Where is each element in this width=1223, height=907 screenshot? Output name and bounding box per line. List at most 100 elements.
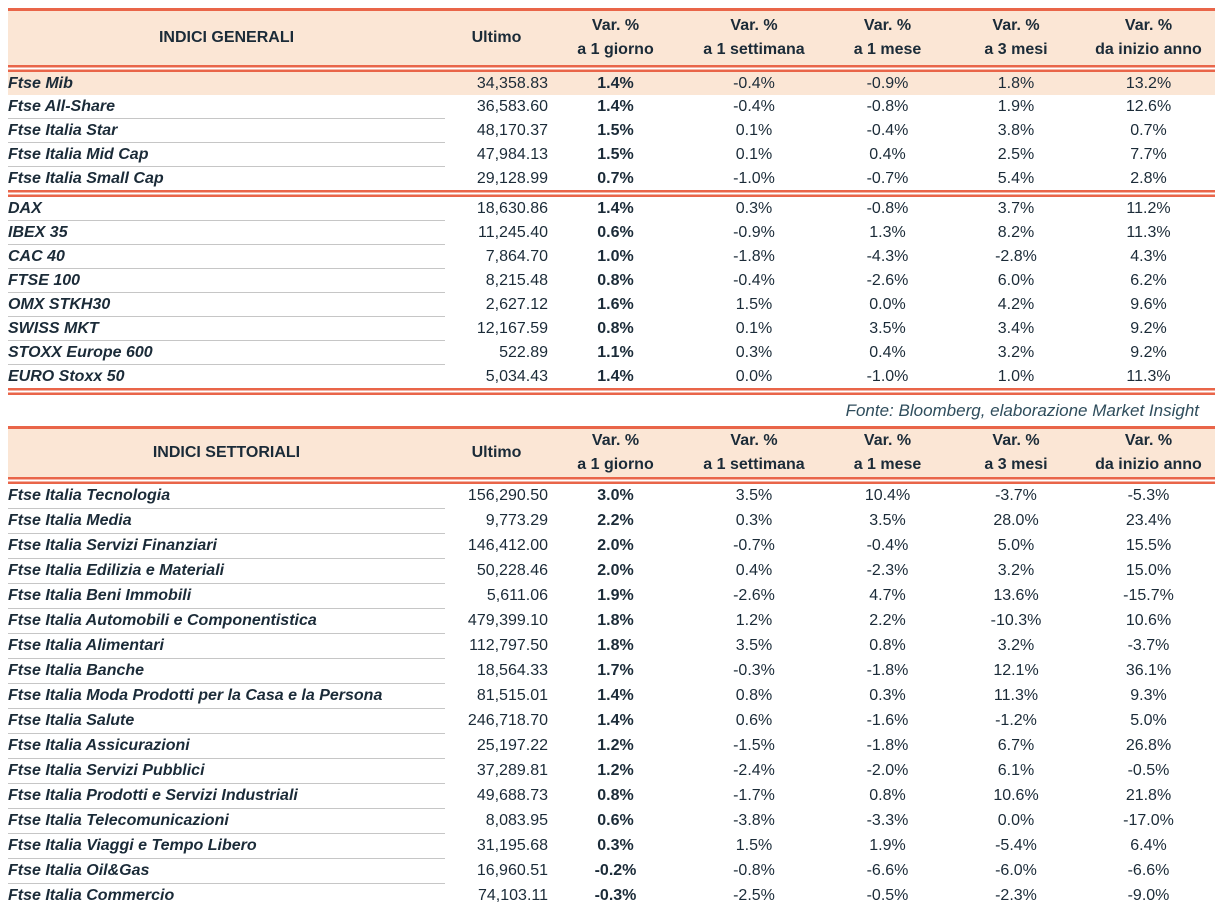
group-divider-rule [8, 388, 1215, 395]
var-1day-cell: 1.4% [597, 98, 634, 116]
var-ytd-cell: 15.0% [1125, 562, 1172, 579]
index-row: Ftse Italia Telecomunicazioni 8,083.95 0.6… [8, 808, 1215, 834]
var-3months-cell: 1.9% [997, 98, 1035, 116]
var-1month-cell: -4.3% [866, 248, 909, 265]
table-title: INDICI SETTORIALI [8, 427, 445, 477]
index-name-cell: Ftse Italia Salute [8, 708, 445, 734]
index-name-cell: OMX STKH30 [8, 292, 445, 317]
var-ytd-cell: 11.3% [1126, 224, 1171, 241]
var-3months-cell: 1.0% [997, 367, 1035, 385]
index-row: STOXX Europe 600 522.89 1.1% 0.3% 0.4% 3.2% 9.… [8, 340, 1215, 365]
var-1month-cell: 10.4% [864, 487, 911, 505]
var-3months-cell: 3.4% [997, 320, 1035, 337]
general-indices-table: INDICI GENERALI Ultimo Var. % a 1 giorno… [8, 8, 1215, 395]
index-name-cell: Ftse Italia Oil&Gas [8, 858, 445, 884]
rule-line [8, 190, 1215, 197]
var-1day-cell: 1.4% [597, 200, 634, 218]
last-value-cell: 479,399.10 [467, 612, 548, 629]
var-3months-cell: 4.2% [997, 296, 1035, 313]
var-1day-cell: 0.6% [597, 812, 634, 829]
var-1week-cell: -1.0% [733, 169, 775, 187]
index-row: Ftse Italia Banche 18,564.33 1.7% -0.3% -1.8… [8, 658, 1215, 684]
var-1day-cell: 0.8% [597, 272, 634, 289]
var-1month-cell: -0.7% [866, 169, 909, 187]
var-3months-cell: 6.7% [997, 737, 1035, 754]
var-3months-cell: -2.8% [995, 248, 1037, 265]
index-row: CAC 40 7,864.70 1.0% -1.8% -4.3% -2.8% 4.3% [8, 244, 1215, 269]
col-header-var-1day: Var. % a 1 giorno [548, 9, 683, 65]
var-1month-cell: -0.4% [866, 537, 909, 554]
var-ytd-cell: -5.3% [1127, 487, 1170, 505]
var-1week-cell: -2.6% [733, 587, 775, 604]
index-name-cell: Ftse Italia Viaggi e Tempo Libero [8, 833, 445, 859]
var-1month-cell: -0.8% [866, 200, 909, 218]
index-row: FTSE 100 8,215.48 0.8% -0.4% -2.6% 6.0% 6.2% [8, 268, 1215, 293]
var-ytd-cell: -6.6% [1127, 862, 1170, 879]
var-1month-cell: -0.8% [866, 98, 909, 116]
period-label: a 3 mesi [984, 41, 1048, 58]
var-1day-cell: 3.0% [597, 487, 634, 505]
var-1day-cell: 1.2% [597, 737, 634, 754]
var-3months-cell: 12.1% [993, 662, 1039, 679]
var-ytd-cell: 11.3% [1126, 367, 1171, 385]
var-1day-cell: 1.8% [597, 637, 634, 654]
var-1week-cell: 0.3% [735, 200, 773, 218]
col-header-var-3months: Var. % a 3 mesi [950, 9, 1082, 65]
last-value-cell: 5,611.06 [486, 587, 548, 604]
var-1week-cell: -0.7% [733, 537, 775, 554]
last-value-cell: 156,290.50 [467, 487, 548, 505]
index-row: OMX STKH30 2,627.12 1.6% 1.5% 0.0% 4.2% 9.6% [8, 292, 1215, 317]
index-name-cell: Ftse Italia Moda Prodotti per la Casa e … [8, 683, 445, 709]
index-name-cell: SWISS MKT [8, 316, 445, 341]
index-row: Ftse Italia Tecnologia 156,290.50 3.0% 3.5%… [8, 484, 1215, 509]
var-3months-cell: 2.5% [997, 146, 1035, 163]
period-label: a 1 mese [853, 456, 922, 473]
header-row: INDICI SETTORIALI Ultimo Var. % a 1 gior… [8, 427, 1215, 477]
period-label: a 1 settimana [703, 456, 805, 473]
var-3months-cell: -3.7% [995, 487, 1037, 505]
var-label: Var. % [730, 432, 778, 449]
last-value-cell: 34,358.83 [445, 72, 548, 95]
index-row: Ftse Italia Servizi Pubblici 37,289.81 1.2… [8, 758, 1215, 784]
var-label: Var. % [591, 17, 640, 34]
var-ytd-cell: 9.3% [1130, 687, 1167, 704]
var-1week-cell: 1.2% [735, 612, 773, 629]
var-1day-cell: 1.5% [597, 146, 634, 163]
period-label: a 1 mese [853, 41, 922, 58]
var-3months-cell: 13.6% [993, 587, 1039, 604]
last-value-cell: 8,083.95 [485, 812, 548, 829]
var-1day-cell: 1.1% [597, 344, 634, 361]
var-ytd-cell: 36.1% [1125, 662, 1172, 679]
index-name-cell: Ftse Italia Media [8, 508, 445, 534]
index-name-cell: EURO Stoxx 50 [8, 368, 125, 385]
var-1month-cell: 3.5% [869, 512, 906, 529]
var-ytd-cell: 10.6% [1125, 612, 1172, 629]
index-name-cell: Ftse Italia Commercio [8, 887, 175, 904]
var-1day-cell: 0.8% [597, 320, 634, 337]
last-value-cell: 7,864.70 [485, 248, 548, 265]
last-value-cell: 25,197.22 [476, 737, 548, 754]
var-1week-cell: 0.3% [735, 512, 773, 529]
index-row: Ftse Italia Oil&Gas 16,960.51 -0.2% -0.8% -6… [8, 858, 1215, 884]
var-1week-cell: 3.5% [735, 637, 773, 654]
index-name-cell: Ftse Italia Assicurazioni [8, 733, 445, 759]
var-ytd-cell: 0.7% [1130, 122, 1167, 139]
rule-line [8, 65, 1215, 72]
var-1month-cell: 1.3% [869, 224, 906, 241]
var-3months-cell: 1.8% [950, 72, 1082, 95]
var-3months-cell: -10.3% [990, 612, 1042, 629]
var-1month-cell: 0.3% [869, 687, 906, 704]
var-1month-cell: -1.6% [866, 712, 909, 729]
sector-indices-body: Ftse Italia Tecnologia 156,290.50 3.0% 3.5%… [8, 477, 1215, 907]
var-3months-cell: 5.4% [997, 169, 1035, 187]
var-3months-cell: 8.2% [997, 224, 1035, 241]
col-header-var-1week: Var. % a 1 settimana [683, 427, 825, 477]
index-row: Ftse Italia Edilizia e Materiali 50,228.4… [8, 558, 1215, 584]
last-value-cell: 16,960.51 [476, 862, 548, 879]
var-1day-cell: -0.2% [594, 862, 637, 879]
period-label: a 1 giorno [577, 41, 654, 58]
var-1week-cell: 1.5% [735, 837, 773, 854]
var-1month-cell: 0.4% [869, 344, 906, 361]
var-3months-cell: 5.0% [997, 537, 1035, 554]
var-ytd-cell: 4.3% [1130, 248, 1167, 265]
